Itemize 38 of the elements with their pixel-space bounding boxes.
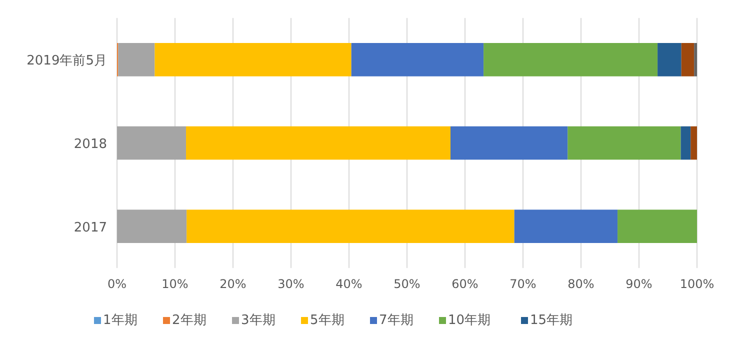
bar [658,43,682,76]
x-tick-label: 60% [452,277,478,291]
bar [680,126,691,160]
bar [186,126,450,160]
bar [450,126,568,160]
bar [186,210,514,243]
legend-label: 10年期 [448,313,491,328]
x-tick-label: 80% [568,277,594,291]
bar [118,43,155,76]
x-tick-label: 30% [278,277,304,291]
x-tick-label: 40% [336,277,362,291]
bar [351,43,484,76]
bar [484,43,658,76]
bar [690,126,697,160]
legend-label: 5年期 [310,313,344,328]
x-tick-label: 50% [394,277,420,291]
bar [154,43,352,76]
legend-label: 7年期 [379,313,414,328]
x-tick-label: 100% [680,277,714,291]
bar [694,43,697,76]
bar [117,210,187,243]
bar [117,126,186,160]
x-tick-label: 70% [510,277,536,291]
bar [514,210,618,243]
bar [681,43,694,76]
legend-label: 2年期 [172,313,206,328]
bar [618,210,697,243]
y-tick-label: 2018 [74,137,107,152]
x-tick-label: 20% [220,277,246,291]
y-tick-label: 2017 [74,220,107,236]
legend-label: 3年期 [241,313,276,328]
bar [568,126,681,160]
x-tick-label: 0% [107,277,127,291]
y-tick-label: 2019年前5月 [26,54,107,69]
x-tick-label: 10% [162,277,188,291]
legend-label: 15年期 [530,313,573,328]
x-tick-label: 90% [626,277,652,291]
legend-label: 1年期 [103,313,138,328]
